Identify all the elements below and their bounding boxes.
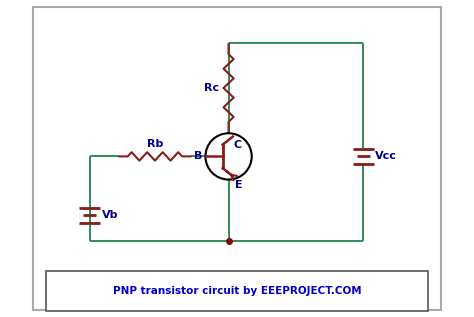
Text: Rc: Rc <box>204 83 219 93</box>
Text: Rb: Rb <box>147 139 163 149</box>
FancyBboxPatch shape <box>33 7 441 310</box>
FancyBboxPatch shape <box>46 271 428 311</box>
Text: Vb: Vb <box>102 210 119 220</box>
Text: E: E <box>235 179 243 190</box>
Text: Vcc: Vcc <box>375 152 397 161</box>
Text: B: B <box>194 152 202 161</box>
Text: PNP transistor circuit by EEEPROJECT.COM: PNP transistor circuit by EEEPROJECT.COM <box>113 286 361 296</box>
Text: C: C <box>234 140 242 150</box>
